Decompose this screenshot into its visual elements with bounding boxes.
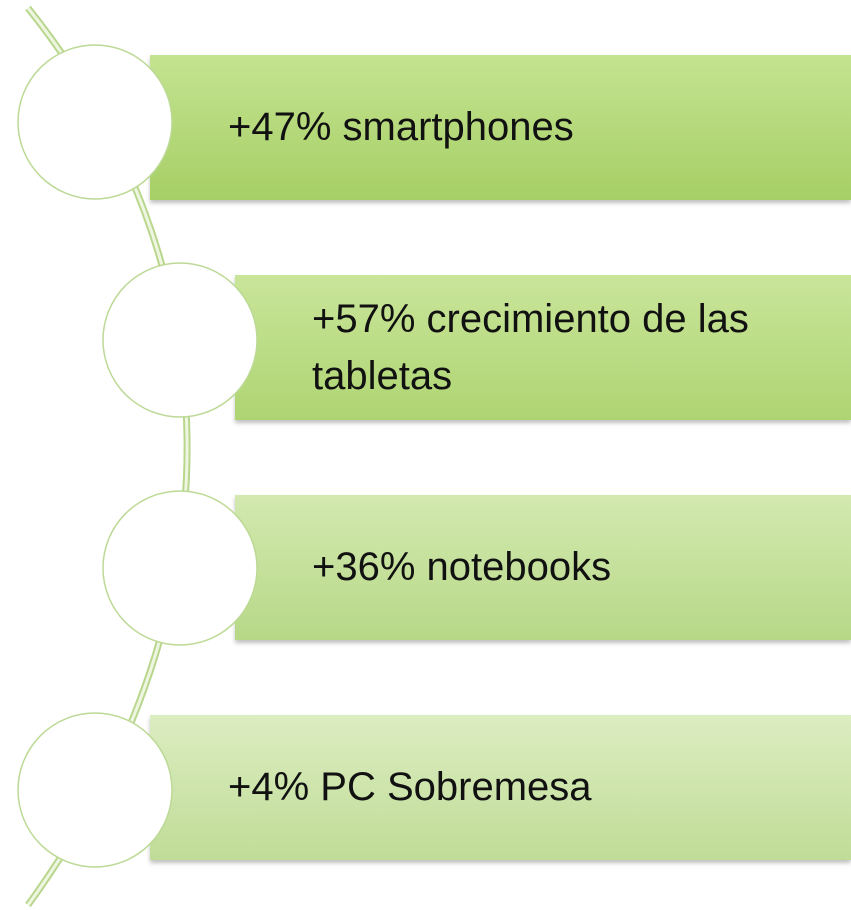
item-label: +36% notebooks: [312, 545, 612, 589]
item-circle: [17, 712, 173, 868]
item-bar: [150, 55, 851, 200]
item-circle: [102, 490, 258, 646]
item-bar: [150, 715, 851, 860]
item-bar: [235, 275, 851, 420]
item-label: +47% smartphones: [228, 105, 574, 149]
item-circle: [102, 262, 258, 418]
item-circle: [17, 44, 173, 200]
item-label: +4% PC Sobremesa: [228, 765, 592, 809]
item-label: +57% crecimiento de las tabletas: [312, 296, 749, 398]
item-bar: [235, 495, 851, 640]
